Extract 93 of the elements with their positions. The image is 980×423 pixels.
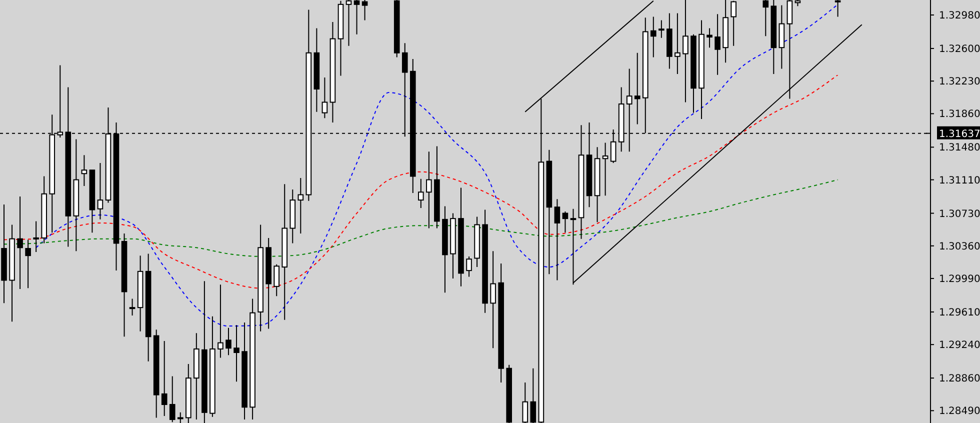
candlestick [194, 332, 200, 420]
candlestick [282, 184, 288, 320]
candlestick [137, 255, 144, 332]
candlestick [177, 412, 184, 423]
candlestick [642, 17, 648, 134]
candlestick [314, 28, 320, 112]
candlestick [594, 146, 600, 223]
candlestick [458, 187, 464, 287]
candlestick [121, 233, 128, 338]
y-tick-label: 1.29610 [939, 307, 980, 318]
candlestick [450, 212, 456, 279]
y-tick-label: 1.30730 [939, 208, 980, 220]
y-tick-label: 1.29240 [939, 340, 980, 352]
candlestick [426, 151, 432, 229]
y-tick-label: 1.28490 [939, 406, 980, 418]
candlestick [482, 209, 488, 314]
candlestick [658, 20, 664, 38]
candlestick [242, 322, 248, 420]
candlestick [218, 284, 224, 358]
candlestick [338, 0, 344, 76]
candlestick [33, 220, 39, 253]
candlestick [506, 364, 512, 423]
ref-line-label: 1.31637 [939, 128, 980, 140]
candlestick [226, 327, 232, 356]
candlestick [202, 280, 208, 423]
candlestick [562, 211, 568, 234]
candlestick [97, 162, 104, 220]
candlestick [362, 0, 368, 21]
candlestick [161, 340, 168, 416]
y-tick-label: 1.31110 [939, 175, 980, 186]
candlestick [210, 316, 216, 418]
candlestick [714, 14, 720, 76]
candlestick [322, 77, 328, 119]
candlestick [474, 216, 480, 268]
y-tick-label: 1.28860 [939, 374, 980, 385]
line-series [4, 179, 838, 257]
candlestick [650, 16, 656, 58]
candlestick [145, 253, 152, 362]
y-tick-label: 1.31860 [939, 109, 980, 120]
candlestick [73, 138, 80, 252]
y-tick-label: 1.29990 [939, 274, 980, 285]
y-tick-label: 1.32230 [939, 76, 980, 88]
candlestick [186, 363, 192, 423]
candlestick [394, 0, 400, 58]
candlestick [290, 188, 296, 244]
candlestick [722, 0, 728, 64]
y-tick-label: 1.30360 [939, 241, 980, 252]
candlestick [1, 204, 7, 304]
candlestick [674, 12, 680, 75]
candlestick [25, 239, 31, 289]
candlestick [490, 250, 496, 349]
candlestick [274, 264, 280, 297]
candlestick [346, 0, 352, 46]
candlestick [778, 4, 785, 70]
candlestick [153, 329, 160, 418]
candlestick [330, 22, 336, 123]
candlestick [266, 237, 272, 330]
candlestick [234, 324, 240, 382]
candlestick [498, 262, 504, 383]
candlestick [17, 196, 23, 290]
candlestick [634, 52, 640, 125]
candlestick [442, 206, 448, 294]
candlestick [418, 178, 424, 208]
y-tick-label: 1.31480 [939, 142, 980, 154]
candlestick [682, 0, 688, 103]
candlestick [522, 382, 528, 423]
candlestick [554, 198, 560, 281]
candlestick [730, 0, 736, 46]
candlestick [466, 256, 472, 278]
candlestick [698, 20, 704, 120]
candlestick [89, 170, 96, 234]
candlestick [762, 0, 769, 37]
candlestick [250, 298, 256, 420]
candlestick [546, 149, 552, 275]
line-series [36, 4, 838, 327]
candlestick [834, 0, 841, 18]
candlestick [81, 154, 88, 186]
candlestick [530, 368, 536, 423]
line-series [4, 74, 838, 289]
candlestick [9, 224, 15, 322]
candlestick [706, 28, 712, 48]
y-tick-label: 1.32980 [939, 10, 980, 22]
candlestick [169, 376, 176, 423]
candlestick [770, 0, 777, 75]
candlestick [434, 146, 440, 229]
candlestick [602, 142, 608, 196]
candlestick [666, 12, 672, 70]
y-tick-label: 1.32600 [939, 44, 980, 55]
candlestick [354, 0, 360, 35]
candlestick [690, 34, 696, 114]
candlestick [298, 178, 304, 234]
candlestick [258, 224, 264, 332]
candlestick [41, 176, 47, 244]
